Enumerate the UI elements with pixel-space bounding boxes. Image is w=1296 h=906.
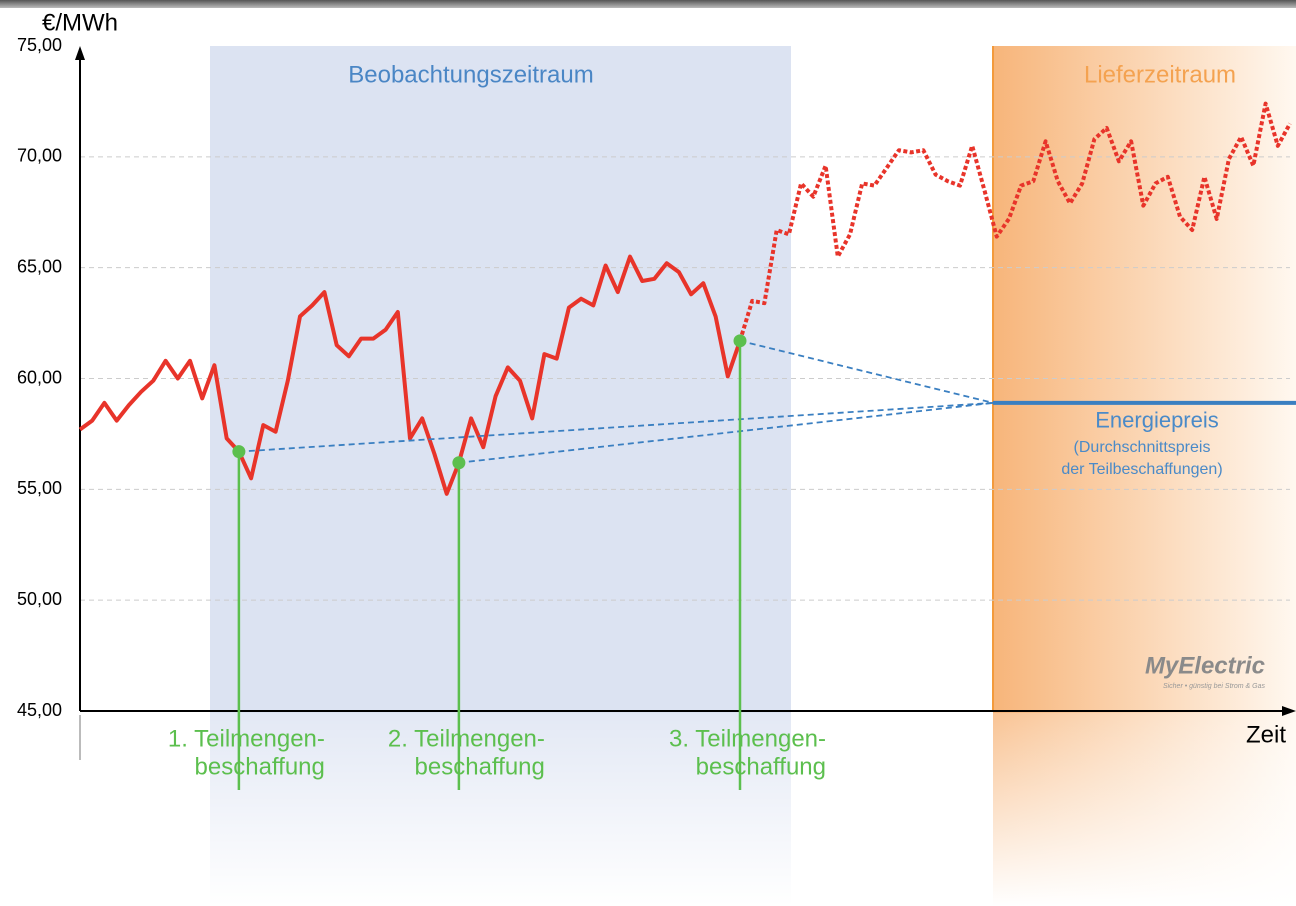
y-tick-label: 65,00 [17,256,62,276]
purchase-label: beschaffung [696,753,826,780]
y-axis-arrow [75,46,85,60]
y-tick-label: 55,00 [17,478,62,498]
purchase-label: 3. Teilmengen- [669,725,826,752]
energy-price-label: Energiepreis [1095,408,1219,433]
logo: MyElectric [1145,652,1265,679]
x-axis-label: Zeit [1246,721,1286,748]
observation-label: Beobachtungszeitraum [348,61,593,88]
energy-price-note: (Durchschnittspreis [1074,439,1211,456]
y-tick-label: 60,00 [17,367,62,387]
purchase-label: 2. Teilmengen- [388,725,545,752]
purchase-point [452,456,466,470]
y-axis-label: €/MWh [42,9,118,36]
average-link [238,401,994,453]
price-line [738,101,1292,342]
y-tick-label: 70,00 [17,146,62,166]
purchase-point [733,334,747,348]
purchase-point [232,445,246,459]
delivery-label: Lieferzeitraum [1084,61,1236,88]
purchase-label: beschaffung [415,753,545,780]
reflection-fade [0,713,1296,906]
y-tick-label: 45,00 [17,700,62,720]
y-tick-label: 50,00 [17,589,62,609]
purchase-label: beschaffung [195,753,325,780]
price-line [78,254,742,496]
average-link [739,339,994,404]
x-axis-arrow [1282,706,1296,716]
energy-price-note: der Teilbeschaffungen) [1061,461,1222,478]
y-tick-label: 75,00 [17,35,62,55]
logo-tagline: Sicher • günstig bei Strom & Gas [1163,683,1266,690]
purchase-label: 1. Teilmengen- [168,725,325,752]
top-bar [0,0,1296,8]
